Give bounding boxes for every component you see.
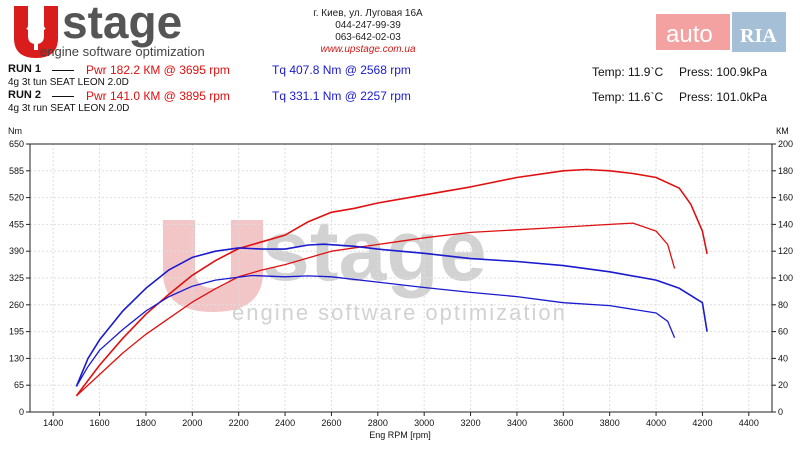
logo-u-mark	[14, 6, 58, 58]
run2-line-sample	[52, 96, 74, 97]
autoria-watermark: auto RIA	[656, 12, 786, 52]
y-left-tick-label: 260	[9, 300, 24, 310]
website-link[interactable]: www.upstage.com.ua	[320, 44, 416, 55]
y-left-tick-label: 195	[9, 327, 24, 337]
address-line-2: 044-247-99-39	[335, 20, 401, 31]
x-tick-label: 2800	[368, 418, 388, 428]
y-right-tick-label: 200	[778, 139, 793, 149]
run1-line-sample	[52, 70, 74, 71]
run1-temp: Temp: 11.9`C	[592, 65, 664, 79]
upstage-logo: stage engine software optimization	[14, 0, 205, 59]
chart-watermark: stage engine software optimization	[163, 203, 567, 325]
x-tick-label: 3000	[414, 418, 434, 428]
y-left-tick-label: 0	[19, 407, 24, 417]
run2-power: Pwr 141.0 КМ @ 3895 rpm	[86, 89, 230, 103]
run2-temp: Temp: 11.6`C	[592, 90, 664, 104]
series-line-pwr-run-1	[75, 168, 708, 397]
y-left-tick-label: 325	[9, 273, 24, 283]
y-left-axis-label: Nm	[8, 126, 22, 136]
y-right-tick-label: 80	[778, 300, 788, 310]
y-right-tick-label: 120	[778, 246, 793, 256]
x-tick-label: 2200	[229, 418, 249, 428]
autoria-text: auto	[666, 21, 713, 48]
run2-press: Press: 101.0kPa	[679, 90, 768, 104]
x-axis-label: Eng RPM [rpm]	[369, 430, 431, 440]
run2-description: 4g 3t run SEAT LEON 2.0D	[8, 103, 130, 114]
y-right-axis-label: КМ	[776, 126, 789, 136]
run1-press: Press: 100.9kPa	[679, 65, 768, 79]
x-tick-label: 2600	[321, 418, 341, 428]
autoria-badge: RIA	[740, 25, 777, 47]
y-right-tick-label: 40	[778, 353, 788, 363]
x-tick-label: 4000	[646, 418, 666, 428]
x-tick-label: 3600	[553, 418, 573, 428]
chart-axes: 0 65 130 195 260 325 390 455 520 585 650 0 20 40 60 80 1…	[9, 139, 793, 428]
series-line-tq-run-1	[75, 243, 708, 387]
dyno-chart: stage engine software optimization 0 65 13…	[8, 126, 793, 440]
y-right-tick-label: 100	[778, 273, 793, 283]
series-line-pwr-run-2	[75, 222, 676, 397]
logo-arrow-mark	[26, 14, 46, 50]
y-left-tick-label: 65	[14, 380, 24, 390]
x-tick-label: 2400	[275, 418, 295, 428]
x-tick-label: 2000	[182, 418, 202, 428]
x-tick-label: 3800	[600, 418, 620, 428]
series-line-tq-run-2	[75, 274, 676, 387]
y-left-tick-label: 130	[9, 353, 24, 363]
y-right-tick-label: 60	[778, 327, 788, 337]
x-tick-label: 1400	[43, 418, 63, 428]
x-tick-label: 4400	[739, 418, 759, 428]
chart-series	[75, 168, 708, 397]
y-left-tick-label: 390	[9, 246, 24, 256]
y-right-tick-label: 20	[778, 380, 788, 390]
x-tick-label: 3200	[461, 418, 481, 428]
x-tick-label: 3400	[507, 418, 527, 428]
x-tick-label: 4200	[692, 418, 712, 428]
watermark-sub-text: engine software optimization	[232, 300, 567, 325]
address-line-1: г. Киев, ул. Луговая 16А	[313, 8, 423, 19]
run1-description: 4g 3t tun SEAT LEON 2.0D	[8, 77, 129, 88]
y-left-tick-label: 650	[9, 139, 24, 149]
watermark-u-mark	[163, 220, 263, 312]
y-right-tick-label: 140	[778, 219, 793, 229]
logo-main-text: stage	[62, 0, 182, 48]
y-left-tick-label: 585	[9, 166, 24, 176]
y-right-tick-label: 0	[778, 407, 783, 417]
y-left-tick-label: 455	[9, 219, 24, 229]
run1-power: Pwr 182.2 КМ @ 3695 rpm	[86, 63, 230, 77]
address-line-3: 063-642-02-03	[335, 32, 401, 43]
chart-grid	[30, 144, 772, 412]
x-tick-label: 1800	[136, 418, 156, 428]
logo-sub-text: engine software optimization	[40, 44, 205, 59]
y-right-tick-label: 180	[778, 166, 793, 176]
run2-torque: Tq 331.1 Nm @ 2257 rpm	[272, 89, 411, 103]
y-right-tick-label: 160	[778, 193, 793, 203]
run1-torque: Tq 407.8 Nm @ 2568 rpm	[272, 63, 411, 77]
x-tick-label: 1600	[90, 418, 110, 428]
run2-label: RUN 2	[8, 89, 42, 101]
run1-label: RUN 1	[8, 63, 42, 75]
y-left-tick-label: 520	[9, 193, 24, 203]
